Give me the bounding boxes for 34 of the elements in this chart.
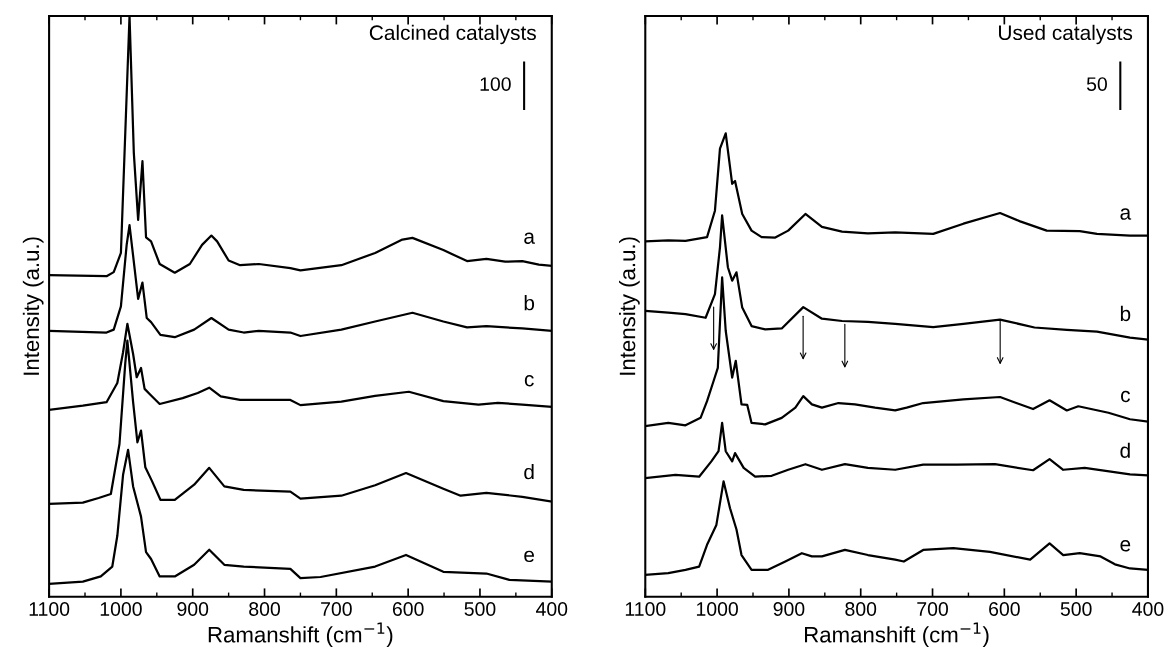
x-tick-label: 700 bbox=[917, 602, 948, 616]
series-label: d bbox=[524, 464, 534, 480]
x-tick-label: 1000 bbox=[100, 602, 142, 616]
series-label: a bbox=[1120, 208, 1132, 220]
x-tick-label: 900 bbox=[177, 602, 209, 616]
x-axis-title: Ramanshift (cm$^{−1}$) bbox=[208, 622, 393, 647]
chart-title: Calcined catalysts bbox=[369, 24, 536, 45]
x-axis-title: Ramanshift (cm$^{−1}$) bbox=[805, 622, 989, 647]
x-tick-label: 600 bbox=[989, 602, 1020, 616]
x-tick-label: 500 bbox=[464, 602, 496, 616]
x-tick-label: 900 bbox=[773, 602, 805, 616]
x-tick-label: 500 bbox=[1060, 602, 1092, 616]
x-tick-label: 800 bbox=[249, 602, 280, 616]
x-tick-label: 1000 bbox=[696, 602, 738, 616]
series-label: c bbox=[524, 375, 534, 387]
series-label: e bbox=[524, 550, 535, 563]
chart-title: Used catalysts bbox=[999, 24, 1133, 45]
x-tick-label: 1100 bbox=[29, 602, 70, 616]
text: 50 bbox=[1086, 77, 1107, 91]
series-label: b bbox=[524, 295, 535, 311]
series-label: b bbox=[1120, 305, 1131, 322]
x-tick-label: 700 bbox=[321, 602, 352, 616]
x-tick-label: 800 bbox=[845, 602, 877, 616]
x-tick-label: 400 bbox=[536, 602, 568, 616]
x-tick-label: 600 bbox=[392, 602, 424, 616]
x-tick-label: 400 bbox=[1132, 602, 1164, 616]
series-label: d bbox=[1120, 442, 1130, 459]
series-label: a bbox=[524, 232, 535, 244]
series-label: e bbox=[1120, 540, 1131, 552]
y-axis-title: Intensity (a.u.) bbox=[22, 237, 44, 375]
y-axis-title: Intensity (a.u.) bbox=[619, 237, 640, 375]
x-tick-label: 1100 bbox=[625, 602, 666, 616]
annotation: 100 bbox=[480, 77, 511, 91]
series-label: c bbox=[1121, 390, 1130, 403]
